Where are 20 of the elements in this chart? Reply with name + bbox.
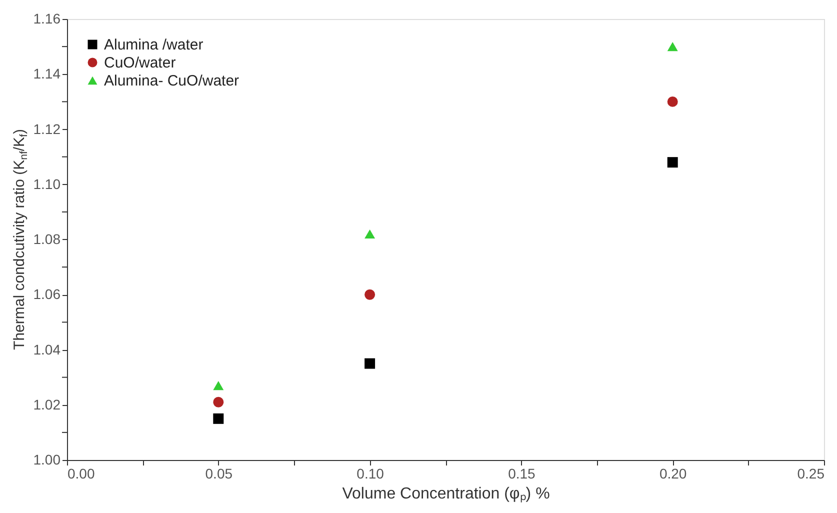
x-tick-label: 0.05 (205, 466, 233, 482)
legend-label: Alumina- CuO/water (104, 72, 240, 90)
y-tick-label: 1.04 (33, 341, 61, 358)
y-tick-label: 1.16 (33, 10, 61, 26)
x-axis-title: Volume Concentration (φₚ) % (342, 486, 550, 502)
legend-label: Alumina /water (104, 36, 204, 54)
x-tick-label: 0.00 (68, 466, 95, 482)
y-axis-title: Thermal condcutivity ratio (Knf/Kf) (11, 129, 30, 350)
y-tick-label: 1.12 (33, 120, 61, 137)
legend-label: CuO/water (104, 54, 176, 72)
x-tick-label: 0.15 (508, 466, 536, 482)
y-tick-label: 1.10 (33, 176, 61, 192)
y-tick-label: 1.06 (33, 286, 61, 302)
y-tick-label: 1.00 (33, 452, 61, 468)
x-tick-label: 0.25 (797, 466, 825, 482)
y-tick-label: 1.14 (33, 66, 61, 82)
x-tick-label: 0.20 (659, 466, 687, 482)
y-tick-label: 1.02 (33, 396, 61, 412)
x-tick-label: 0.10 (356, 466, 384, 482)
y-tick-label: 1.08 (33, 231, 61, 247)
